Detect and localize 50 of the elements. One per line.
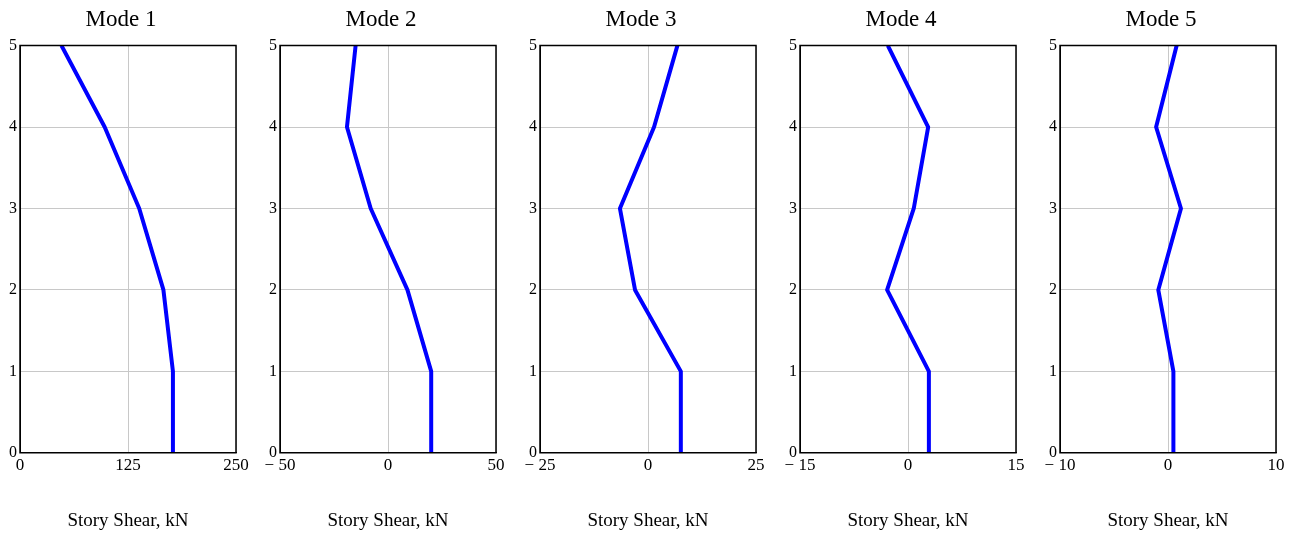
y-tick-label: 0 [269,443,277,460]
y-tick-label: 1 [1049,361,1057,379]
y-tick-label: 4 [9,117,17,135]
y-tick-label: 2 [9,280,17,298]
x-axis-title: Story Shear, kN [1107,508,1229,530]
x-axis-title: Story Shear, kN [847,508,969,530]
y-tick-label: 4 [529,117,537,135]
x-tick-label: 50 [487,455,505,475]
x-tick-label: 0 [903,455,913,475]
y-tick-label: 3 [9,198,17,216]
chart-title: Mode 5 [1125,5,1197,31]
x-axis-title: Story Shear, kN [587,508,709,530]
y-tick-label: 2 [1049,280,1057,298]
x-axis-title: Story Shear, kN [67,508,189,530]
chart-title: Mode 1 [85,5,157,31]
y-tick-label: 3 [789,198,797,216]
x-tick-label: 125 [115,455,141,475]
y-tick-label: 0 [1049,443,1057,460]
x-tick-label: 25 [747,455,765,475]
y-tick-label: 5 [789,35,797,53]
y-tick-label: 0 [529,443,537,460]
y-tick-label: 4 [1049,117,1057,135]
x-tick-label: 0 [383,455,393,475]
y-tick-label: 5 [529,35,537,53]
chart-title: Mode 4 [865,5,937,31]
y-tick-label: 5 [269,35,277,53]
y-tick-label: 5 [9,35,17,53]
y-tick-label: 2 [269,280,277,298]
y-tick-label: 0 [9,443,17,460]
y-tick-label: 1 [9,361,17,379]
y-tick-label: 1 [529,361,537,379]
y-tick-label: 2 [789,280,797,298]
x-tick-label: 250 [223,455,249,475]
y-tick-label: 3 [529,198,537,216]
y-tick-label: 1 [269,361,277,379]
y-tick-label: 3 [1049,198,1057,216]
chart-title: Mode 3 [605,5,677,31]
x-tick-label: 0 [1163,455,1173,475]
chart-title: Mode 2 [345,5,417,31]
y-tick-label: 5 [1049,35,1057,53]
y-tick-label: 3 [269,198,277,216]
y-tick-label: 4 [789,117,797,135]
y-tick-label: 4 [269,117,277,135]
y-tick-label: 1 [789,361,797,379]
x-axis-title: Story Shear, kN [327,508,449,530]
x-tick-label: 10 [1267,455,1285,475]
y-tick-label: 2 [529,280,537,298]
x-tick-label: 15 [1007,455,1025,475]
y-tick-label: 0 [789,443,797,460]
x-tick-label: 0 [643,455,653,475]
